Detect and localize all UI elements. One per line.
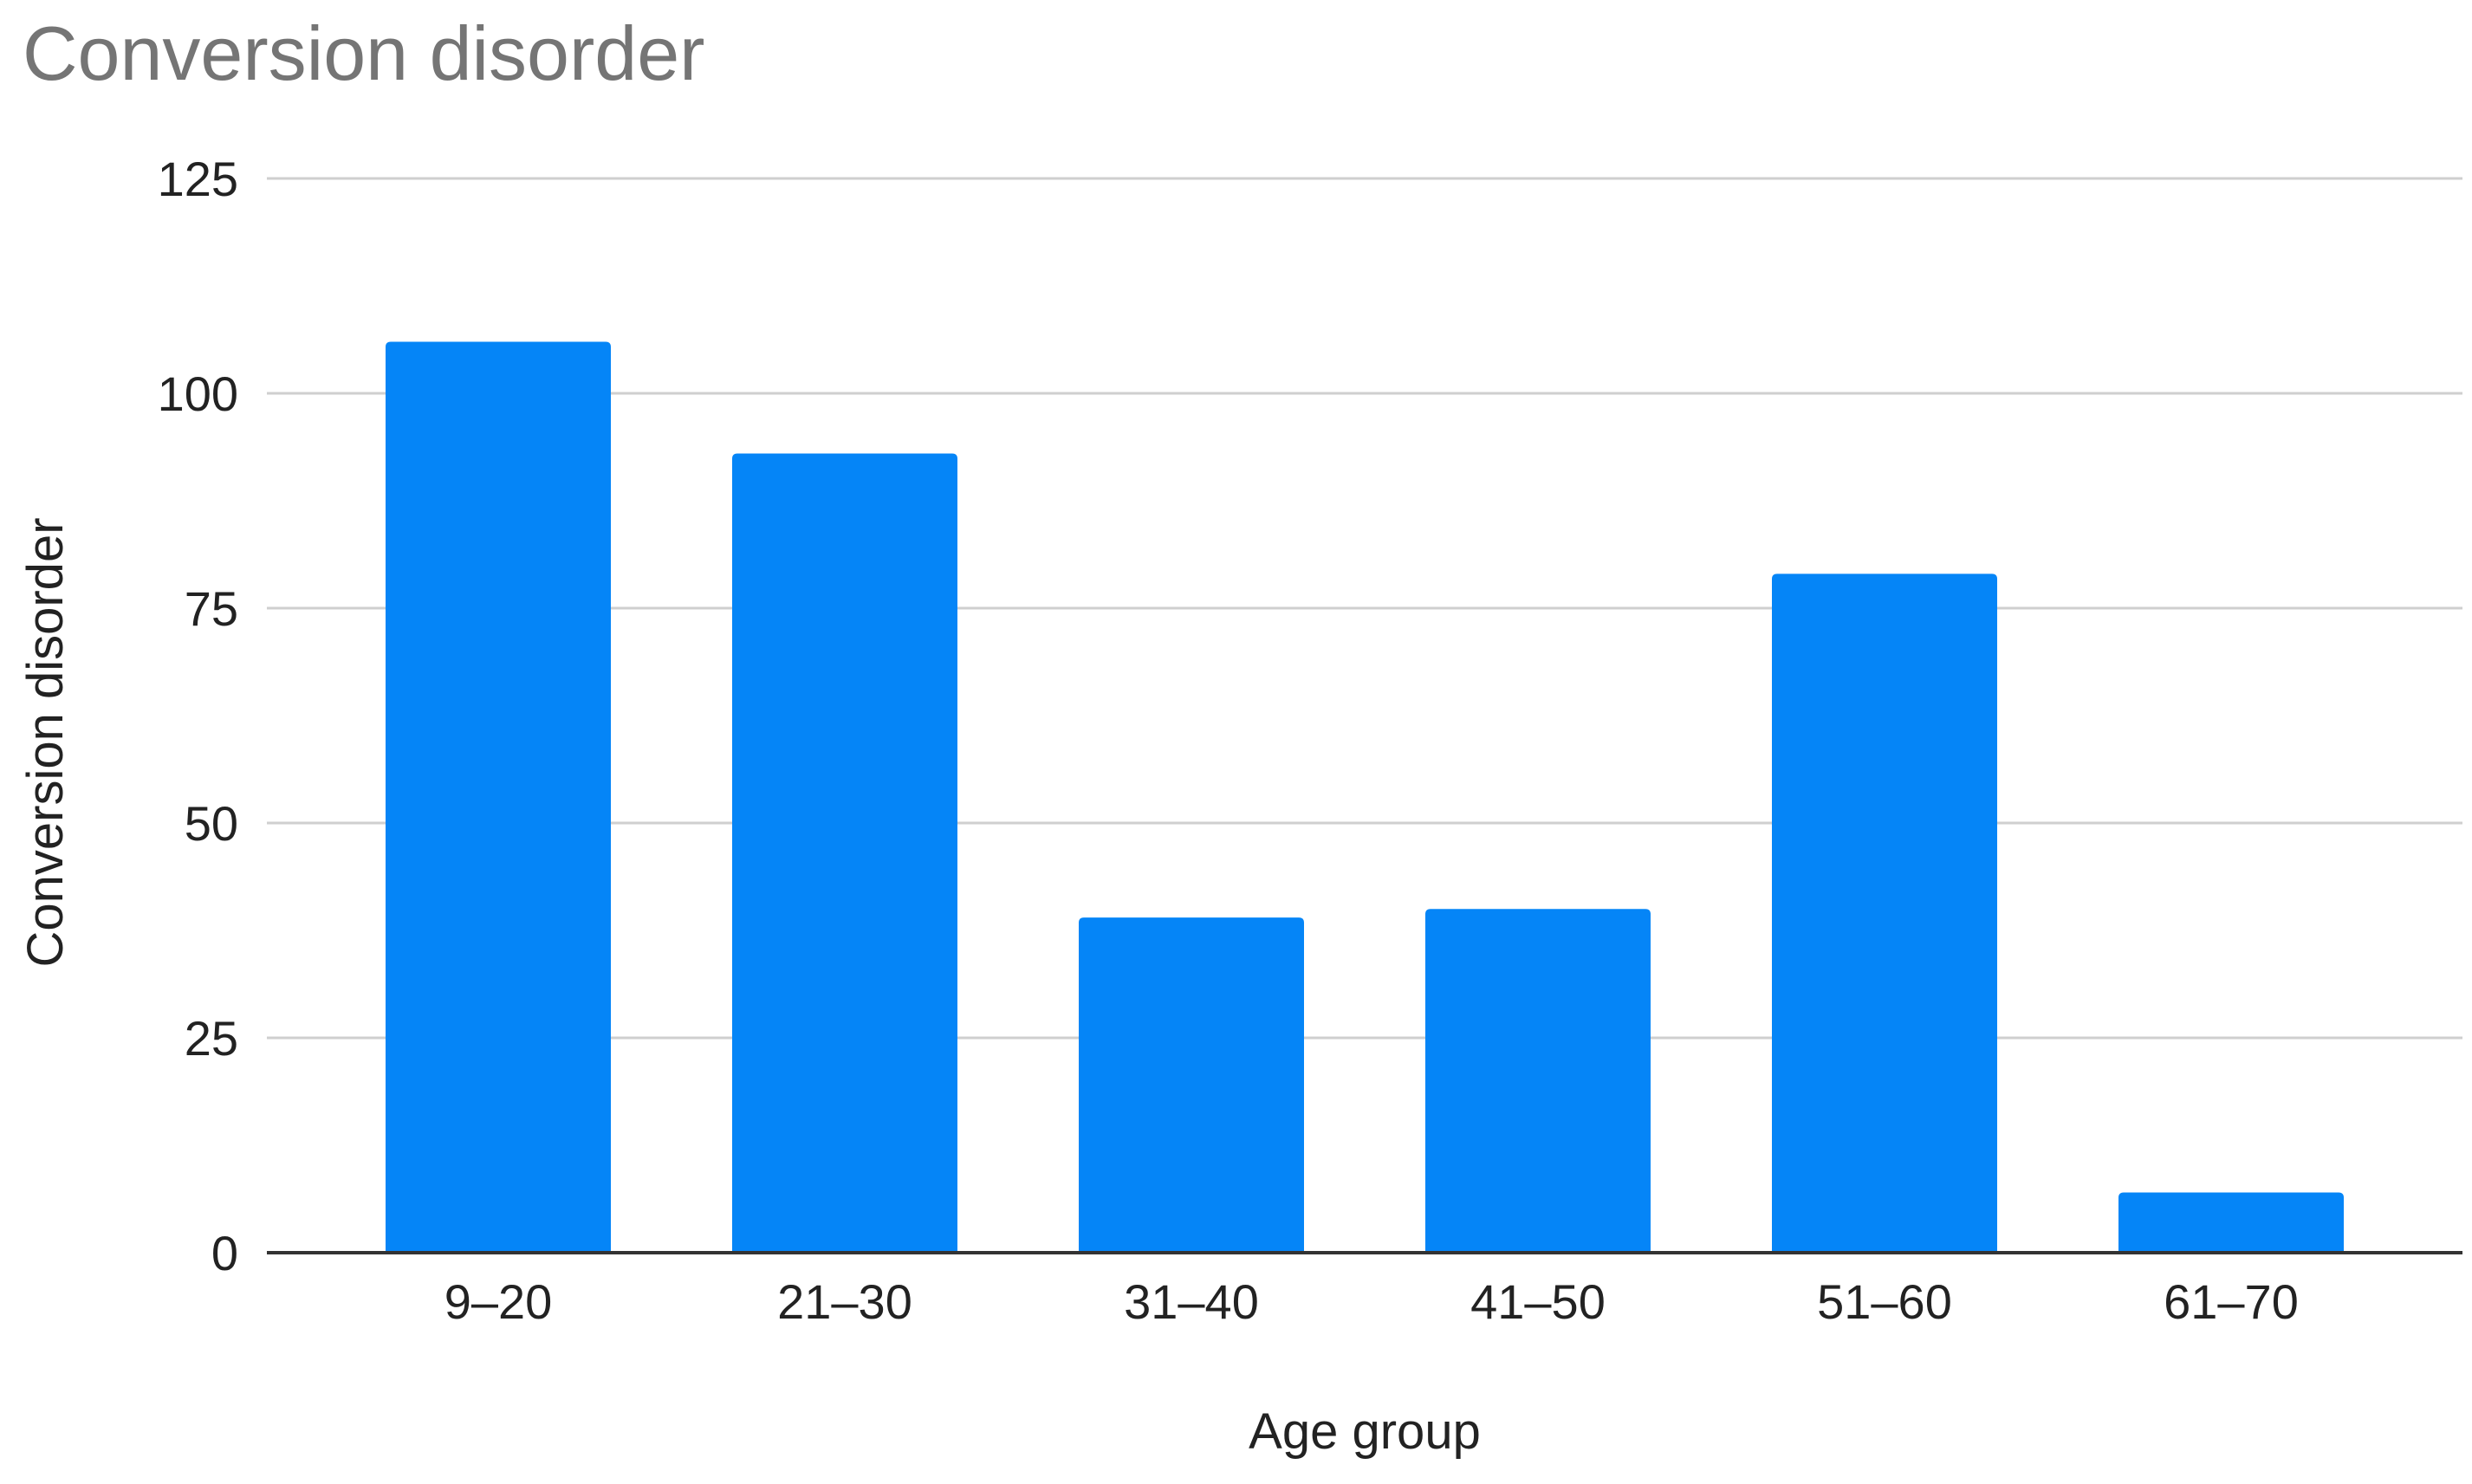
- bar-41–50: [1425, 909, 1651, 1253]
- y-tick-label: 50: [185, 796, 238, 851]
- x-tick-label: 51–60: [1817, 1274, 1952, 1329]
- bars: [386, 341, 2344, 1254]
- y-tick-label: 25: [185, 1011, 238, 1066]
- bar-9–20: [386, 341, 611, 1254]
- x-tick-label: 61–70: [2164, 1274, 2299, 1329]
- x-tick-label: 41–50: [1470, 1274, 1606, 1329]
- bar-31–40: [1079, 917, 1304, 1253]
- x-axis-ticks: 9–20 21–30 31–40 41–50 51–60 61–70: [444, 1274, 2299, 1329]
- y-tick-label: 0: [211, 1226, 238, 1280]
- y-axis-ticks: 0 25 50 75 100 125: [158, 152, 238, 1280]
- y-axis-title: Conversion disorder: [17, 517, 74, 967]
- y-tick-label: 100: [158, 366, 238, 421]
- y-tick-label: 125: [158, 152, 238, 206]
- x-tick-label: 9–20: [444, 1274, 553, 1329]
- x-axis-title: Age group: [1249, 1403, 1481, 1460]
- gridlines: [267, 177, 2462, 1040]
- bar-21–30: [732, 453, 957, 1253]
- y-tick-label: 75: [185, 581, 238, 636]
- x-tick-label: 21–30: [777, 1274, 912, 1329]
- x-tick-label: 31–40: [1124, 1274, 1259, 1329]
- bar-61–70: [2118, 1192, 2344, 1253]
- bar-51–60: [1772, 574, 1997, 1253]
- chart-title: Conversion disorder: [23, 10, 705, 96]
